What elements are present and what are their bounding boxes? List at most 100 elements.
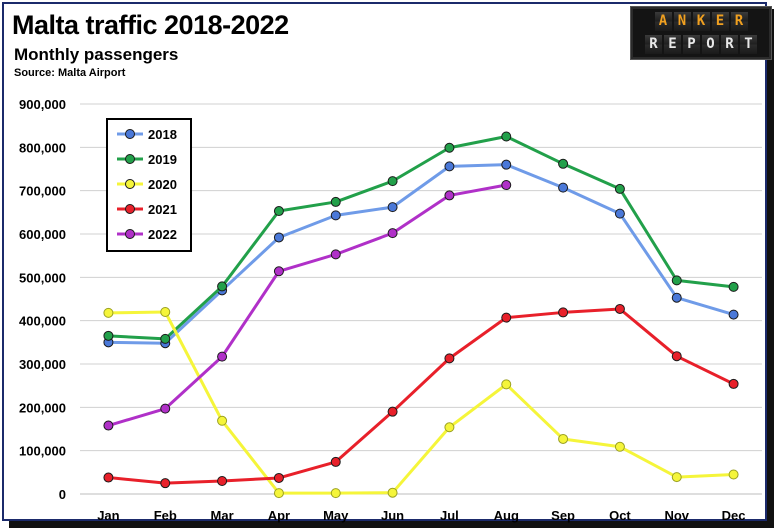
- data-point-2019: [444, 142, 455, 153]
- legend-swatch-marker: [125, 154, 135, 164]
- legend-swatch: [117, 154, 143, 164]
- data-point-2020: [330, 488, 341, 499]
- y-tick-label: 300,000: [19, 357, 66, 372]
- y-tick-label: 400,000: [19, 314, 66, 329]
- legend-label: 2020: [148, 176, 177, 192]
- legend-item-2019: 2019: [116, 149, 177, 169]
- legend-label: 2022: [148, 226, 177, 242]
- x-tick-label: Sep: [551, 508, 575, 523]
- legend-swatch: [117, 129, 143, 139]
- legend-item-2022: 2022: [116, 224, 177, 244]
- logo-letter: A: [654, 12, 672, 31]
- data-point-2019: [330, 196, 341, 207]
- data-point-2018: [273, 232, 284, 243]
- series-line-2019: [108, 135, 734, 341]
- data-point-2020: [728, 469, 739, 480]
- data-point-2019: [728, 281, 739, 292]
- data-point-2021: [330, 456, 341, 467]
- series-line-2020: [108, 310, 734, 495]
- data-point-2022: [217, 351, 228, 362]
- legend-swatch-marker: [125, 129, 135, 139]
- x-tick-label: Jun: [381, 508, 404, 523]
- x-tick-label: Aug: [494, 508, 519, 523]
- legend-label: 2018: [148, 126, 177, 142]
- chart-subtitle: Monthly passengers: [14, 45, 179, 64]
- data-point-2020: [671, 472, 682, 483]
- logo-letter: T: [740, 35, 757, 54]
- data-point-2021: [728, 378, 739, 389]
- data-point-2021: [614, 303, 625, 314]
- data-point-2019: [671, 275, 682, 286]
- legend-swatch-marker: [125, 204, 135, 214]
- data-point-2019: [273, 206, 284, 217]
- data-point-2020: [614, 441, 625, 452]
- data-point-2019: [103, 330, 114, 341]
- chart-legend: 2018 2019 2020 2021 2022: [106, 118, 192, 252]
- legend-swatch-marker: [125, 179, 135, 189]
- data-point-2018: [558, 182, 569, 193]
- data-point-2018: [614, 208, 625, 219]
- data-point-2019: [387, 176, 398, 187]
- x-tick-label: Jul: [440, 508, 459, 523]
- x-tick-label: Feb: [154, 508, 177, 523]
- data-point-2019: [501, 131, 512, 142]
- logo-letter: R: [721, 35, 738, 54]
- x-tick-label: Nov: [664, 508, 689, 523]
- chart-source: Source: Malta Airport: [14, 67, 126, 79]
- data-point-2018: [501, 159, 512, 170]
- y-tick-label: 600,000: [19, 227, 66, 242]
- x-tick-label: Mar: [211, 508, 234, 523]
- data-point-2020: [273, 488, 284, 499]
- logo-letter: O: [702, 35, 719, 54]
- legend-label: 2019: [148, 151, 177, 167]
- legend-item-2021: 2021: [116, 199, 177, 219]
- data-point-2018: [387, 202, 398, 213]
- series-line-2022: [107, 183, 507, 427]
- data-point-2020: [160, 307, 171, 317]
- logo-letter: E: [664, 35, 681, 54]
- data-point-2021: [103, 472, 114, 483]
- logo-letter: R: [645, 35, 662, 54]
- legend-swatch: [117, 229, 143, 239]
- data-point-2019: [160, 333, 171, 344]
- data-point-2022: [160, 403, 171, 414]
- y-tick-label: 500,000: [19, 270, 66, 285]
- chart-title: Malta traffic 2018-2022: [12, 10, 289, 40]
- data-point-2022: [330, 249, 341, 260]
- data-point-2020: [501, 379, 512, 390]
- x-tick-label: Oct: [609, 508, 631, 523]
- data-point-2020: [217, 415, 228, 426]
- legend-swatch: [117, 179, 143, 189]
- legend-item-2018: 2018: [116, 124, 177, 144]
- data-point-2019: [217, 281, 228, 292]
- data-point-2019: [558, 158, 569, 169]
- logo-letter: K: [692, 12, 710, 31]
- data-point-2021: [671, 351, 682, 362]
- legend-swatch-marker: [125, 229, 135, 239]
- y-tick-label: 700,000: [19, 184, 66, 199]
- y-tick-label: 0: [59, 487, 66, 502]
- data-point-2021: [217, 476, 228, 486]
- data-point-2022: [387, 228, 398, 239]
- data-point-2018: [330, 210, 341, 221]
- legend-swatch: [117, 204, 143, 214]
- data-point-2018: [671, 292, 682, 303]
- legend-label: 2021: [148, 201, 177, 217]
- data-point-2021: [273, 472, 284, 483]
- y-tick-label: 100,000: [19, 444, 66, 459]
- data-point-2020: [558, 433, 569, 444]
- legend-item-2020: 2020: [116, 174, 177, 194]
- data-point-2019: [614, 183, 625, 194]
- data-point-2022: [444, 190, 455, 201]
- y-tick-label: 800,000: [19, 140, 66, 155]
- x-tick-label: May: [323, 508, 349, 523]
- chart-frame: [2, 2, 767, 521]
- x-tick-label: Dec: [722, 508, 746, 523]
- data-point-2021: [558, 307, 569, 318]
- data-point-2022: [103, 420, 114, 431]
- data-point-2020: [387, 487, 398, 498]
